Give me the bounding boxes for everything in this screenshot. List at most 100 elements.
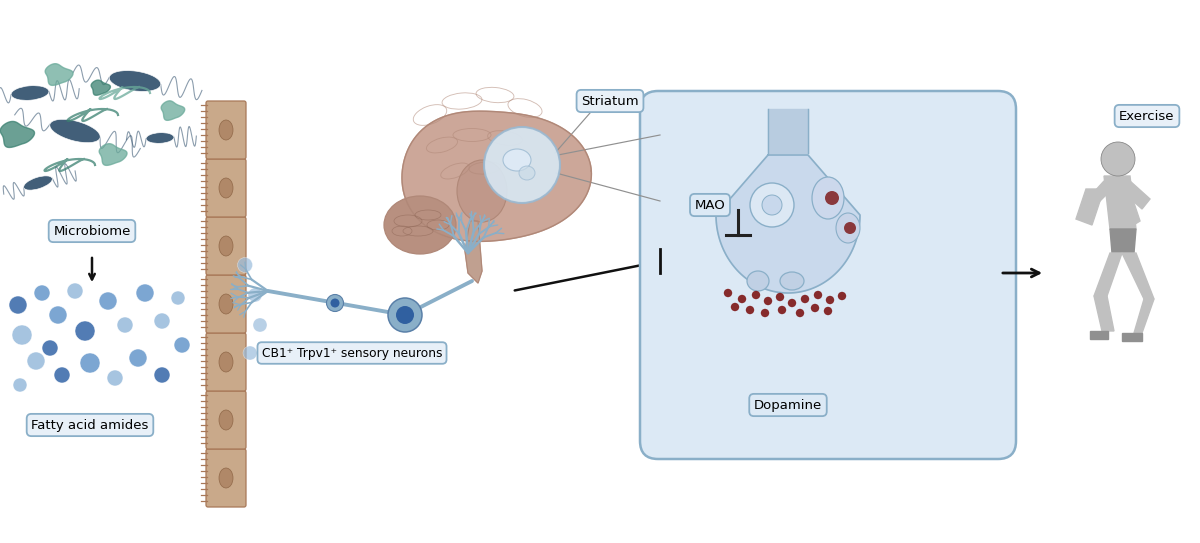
Polygon shape <box>1094 296 1114 331</box>
Ellipse shape <box>109 71 161 91</box>
Circle shape <box>826 191 839 205</box>
Circle shape <box>67 283 83 299</box>
Ellipse shape <box>836 213 860 243</box>
Circle shape <box>136 284 154 302</box>
Circle shape <box>154 367 170 383</box>
Ellipse shape <box>11 86 49 100</box>
Circle shape <box>811 304 820 312</box>
Circle shape <box>174 337 190 353</box>
Circle shape <box>42 340 58 356</box>
Ellipse shape <box>220 410 233 430</box>
Circle shape <box>826 296 834 304</box>
Circle shape <box>1102 142 1135 176</box>
Circle shape <box>761 309 769 317</box>
Circle shape <box>13 378 28 392</box>
Polygon shape <box>1110 191 1140 226</box>
Text: CB1⁺ Trpv1⁺ sensory neurons: CB1⁺ Trpv1⁺ sensory neurons <box>262 346 443 359</box>
Ellipse shape <box>220 120 233 140</box>
Ellipse shape <box>220 236 233 256</box>
Ellipse shape <box>220 178 233 198</box>
Circle shape <box>746 306 755 314</box>
Circle shape <box>34 285 50 301</box>
Circle shape <box>800 295 809 303</box>
Ellipse shape <box>220 352 233 372</box>
FancyBboxPatch shape <box>206 159 246 217</box>
Circle shape <box>98 292 118 310</box>
Text: Striatum: Striatum <box>581 94 638 108</box>
Circle shape <box>172 291 185 305</box>
Ellipse shape <box>220 294 233 314</box>
Polygon shape <box>1134 299 1154 333</box>
Polygon shape <box>1122 181 1150 209</box>
Polygon shape <box>1084 181 1110 211</box>
Polygon shape <box>1076 189 1104 225</box>
Circle shape <box>54 367 70 383</box>
Polygon shape <box>466 221 482 283</box>
Circle shape <box>738 295 746 303</box>
Circle shape <box>242 346 257 360</box>
Ellipse shape <box>457 160 508 222</box>
Circle shape <box>107 370 124 386</box>
Polygon shape <box>1090 331 1108 339</box>
Polygon shape <box>0 122 35 148</box>
FancyBboxPatch shape <box>206 101 246 159</box>
Circle shape <box>238 257 252 273</box>
Circle shape <box>796 309 804 317</box>
Circle shape <box>763 297 773 305</box>
Ellipse shape <box>780 272 804 290</box>
Circle shape <box>838 292 846 300</box>
Polygon shape <box>1122 253 1154 299</box>
Circle shape <box>49 306 67 324</box>
Circle shape <box>787 299 797 307</box>
Circle shape <box>775 293 785 301</box>
Circle shape <box>12 325 32 345</box>
Circle shape <box>388 298 422 332</box>
Circle shape <box>118 317 133 333</box>
Circle shape <box>28 352 46 370</box>
Circle shape <box>10 296 28 314</box>
Circle shape <box>778 306 786 314</box>
Polygon shape <box>1094 253 1122 296</box>
Ellipse shape <box>384 196 456 254</box>
FancyBboxPatch shape <box>206 449 246 507</box>
Ellipse shape <box>746 271 769 291</box>
Circle shape <box>751 291 761 299</box>
Circle shape <box>750 183 794 227</box>
Text: Dopamine: Dopamine <box>754 399 822 412</box>
FancyBboxPatch shape <box>206 391 246 449</box>
Circle shape <box>823 307 833 315</box>
Polygon shape <box>402 111 592 242</box>
Circle shape <box>724 289 732 297</box>
Circle shape <box>484 127 560 203</box>
Text: Fatty acid amides: Fatty acid amides <box>31 419 149 432</box>
Ellipse shape <box>520 166 535 180</box>
Circle shape <box>154 313 170 329</box>
Text: Microbiome: Microbiome <box>53 224 131 237</box>
Circle shape <box>74 321 95 341</box>
Circle shape <box>762 195 782 215</box>
Circle shape <box>326 294 343 312</box>
Text: MAO: MAO <box>695 199 725 212</box>
Polygon shape <box>100 144 127 166</box>
FancyBboxPatch shape <box>206 275 246 333</box>
Ellipse shape <box>812 177 844 219</box>
Ellipse shape <box>503 149 530 171</box>
Circle shape <box>731 303 739 311</box>
Circle shape <box>80 353 100 373</box>
Polygon shape <box>161 101 185 121</box>
FancyBboxPatch shape <box>640 91 1016 459</box>
Circle shape <box>844 222 856 234</box>
FancyBboxPatch shape <box>206 217 246 275</box>
Ellipse shape <box>49 119 101 143</box>
Polygon shape <box>1122 333 1142 341</box>
Polygon shape <box>768 109 808 153</box>
Ellipse shape <box>220 468 233 488</box>
Ellipse shape <box>146 132 174 143</box>
Ellipse shape <box>24 176 53 190</box>
Polygon shape <box>1104 176 1136 229</box>
Polygon shape <box>1110 229 1136 253</box>
Polygon shape <box>716 155 860 293</box>
FancyBboxPatch shape <box>206 333 246 391</box>
Polygon shape <box>91 80 110 95</box>
Text: Exercise: Exercise <box>1120 110 1175 123</box>
